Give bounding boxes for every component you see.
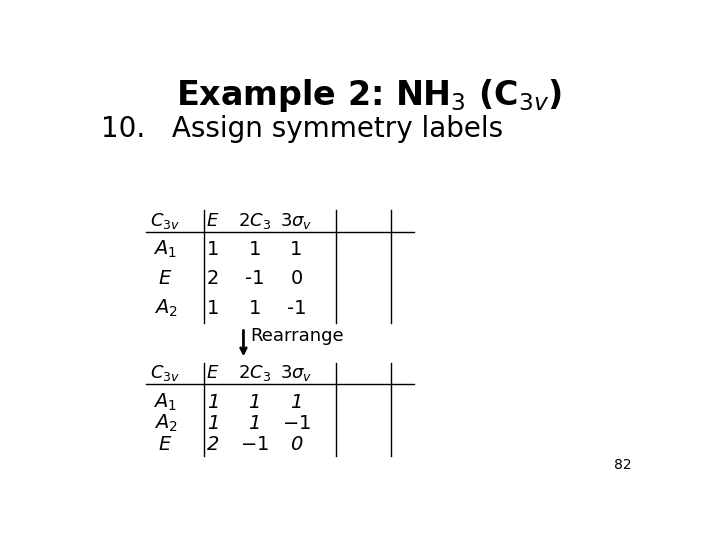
Text: $C_{3v}$: $C_{3v}$	[150, 363, 181, 383]
Text: 1: 1	[207, 299, 219, 318]
Text: $3\sigma_v$: $3\sigma_v$	[280, 211, 312, 231]
Text: $A_1$: $A_1$	[153, 239, 177, 260]
Text: 1: 1	[248, 240, 261, 259]
Text: $-1$: $-1$	[282, 414, 311, 433]
Text: $-1$: $-1$	[240, 435, 269, 454]
Text: 1: 1	[207, 393, 219, 412]
Text: 1: 1	[290, 240, 302, 259]
Text: $E$: $E$	[206, 364, 220, 382]
Text: $A_1$: $A_1$	[153, 392, 177, 413]
Text: 1: 1	[248, 299, 261, 318]
Text: $2C_3$: $2C_3$	[238, 363, 271, 383]
Text: 1: 1	[207, 414, 219, 433]
Text: 2: 2	[207, 269, 219, 288]
Text: Example 2: NH$_3$ (C$_{3v}$): Example 2: NH$_3$ (C$_{3v}$)	[176, 77, 562, 114]
Text: 82: 82	[613, 458, 631, 472]
Text: $C_{3v}$: $C_{3v}$	[150, 211, 181, 231]
Text: 10.   Assign symmetry labels: 10. Assign symmetry labels	[101, 115, 503, 143]
Text: 0: 0	[290, 269, 302, 288]
Text: -1: -1	[287, 299, 306, 318]
Text: $A_2$: $A_2$	[153, 298, 177, 319]
Text: $3\sigma_v$: $3\sigma_v$	[280, 363, 312, 383]
Text: 0: 0	[290, 435, 302, 454]
Text: 1: 1	[248, 414, 261, 433]
Text: 1: 1	[290, 393, 302, 412]
Text: $E$: $E$	[158, 269, 173, 288]
Text: -1: -1	[245, 269, 264, 288]
Text: 2: 2	[207, 435, 219, 454]
Text: $2C_3$: $2C_3$	[238, 211, 271, 231]
Text: $E$: $E$	[206, 212, 220, 230]
Text: Rearrange: Rearrange	[250, 327, 343, 345]
Text: $E$: $E$	[158, 435, 173, 454]
Text: 1: 1	[207, 240, 219, 259]
Text: 1: 1	[248, 393, 261, 412]
Text: $A_2$: $A_2$	[153, 413, 177, 434]
